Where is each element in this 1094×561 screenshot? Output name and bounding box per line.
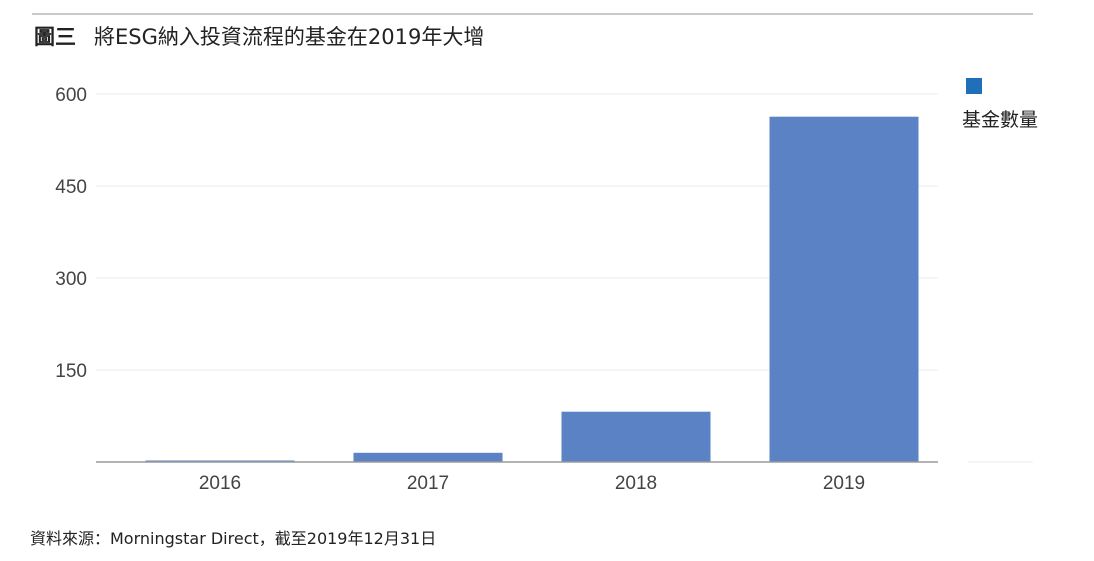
- x-tick-label-2019: 2019: [823, 473, 865, 494]
- x-tick-label-2016: 2016: [199, 473, 241, 494]
- legend-swatch: [966, 78, 982, 94]
- chart-title: 圖三 將ESG納入投資流程的基金在2019年大增: [34, 22, 484, 52]
- bar-2018: [561, 411, 711, 462]
- bar-2019: [769, 116, 919, 463]
- figure-label: 圖三: [34, 25, 76, 49]
- y-tick-label-150: 150: [55, 361, 87, 382]
- source-note: 資料來源：Morningstar Direct，截至2019年12月31日: [30, 529, 437, 548]
- y-tick-label-300: 300: [55, 269, 87, 290]
- y-tick-label-600: 600: [55, 85, 87, 106]
- x-tick-label-2018: 2018: [615, 473, 657, 494]
- x-tick-label-2017: 2017: [407, 473, 449, 494]
- legend-label: 基金數量: [962, 109, 1039, 131]
- title-text: 將ESG納入投資流程的基金在2019年大增: [94, 25, 485, 49]
- y-tick-label-450: 450: [55, 177, 87, 198]
- bar-2017: [353, 452, 503, 462]
- top-rule: [32, 13, 1033, 15]
- legend: 基金數量: [962, 78, 1038, 132]
